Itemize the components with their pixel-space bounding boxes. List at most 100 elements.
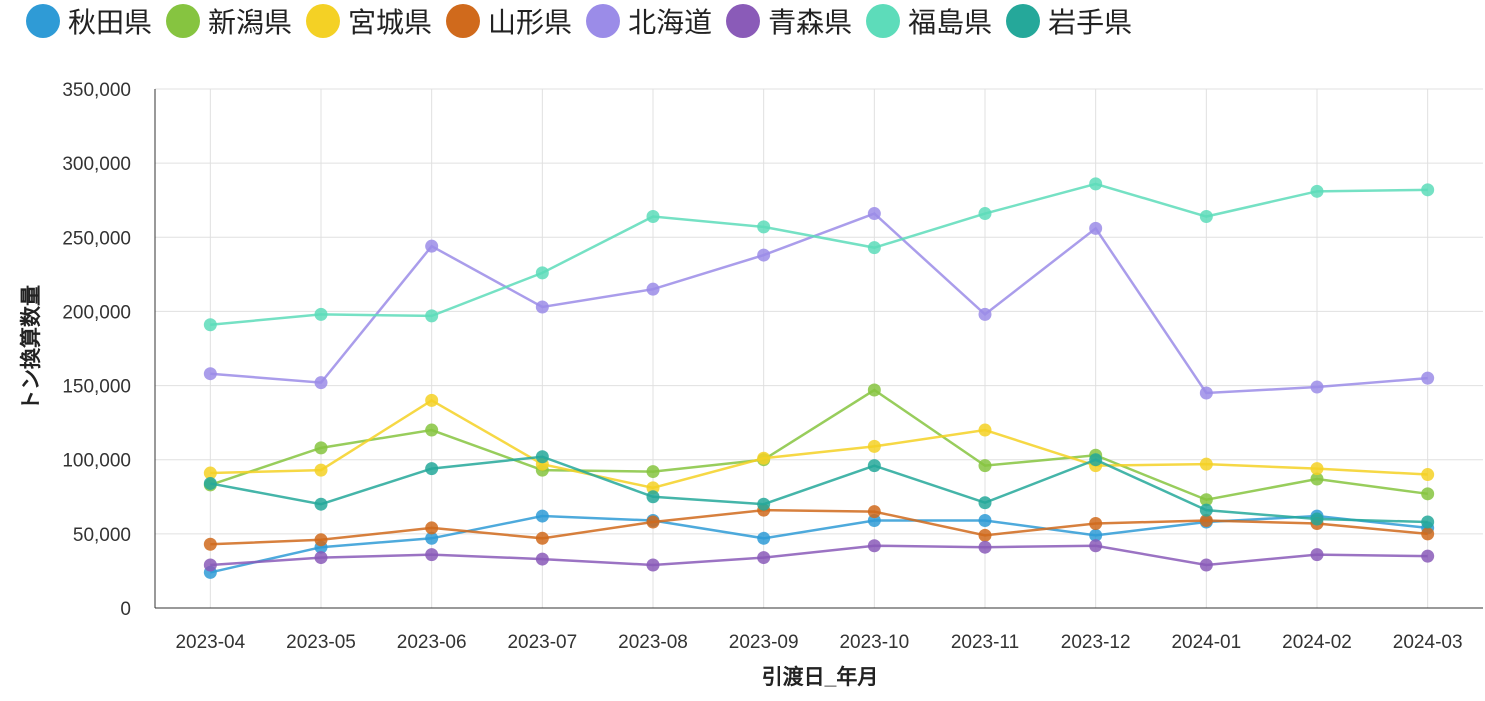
- y-tick-label: 200,000: [62, 302, 131, 323]
- data-point[interactable]: [757, 531, 771, 545]
- legend-swatch: [166, 4, 201, 38]
- data-point[interactable]: [1310, 472, 1324, 486]
- legend-label: 新潟県: [208, 6, 293, 39]
- legend-item[interactable]: 岩手県: [1006, 1, 1132, 41]
- data-point[interactable]: [1089, 453, 1103, 467]
- data-point[interactable]: [425, 423, 439, 437]
- data-point[interactable]: [1089, 516, 1103, 530]
- data-point[interactable]: [535, 531, 549, 545]
- data-point[interactable]: [867, 459, 881, 473]
- data-point[interactable]: [203, 466, 217, 480]
- data-point[interactable]: [314, 307, 328, 321]
- data-point[interactable]: [314, 376, 328, 390]
- data-point[interactable]: [757, 497, 771, 511]
- data-point[interactable]: [867, 505, 881, 519]
- data-point[interactable]: [757, 451, 771, 465]
- data-point[interactable]: [978, 540, 992, 554]
- data-point[interactable]: [1199, 558, 1213, 572]
- data-point[interactable]: [1199, 457, 1213, 471]
- data-point[interactable]: [425, 393, 439, 407]
- legend-item[interactable]: 山形県: [446, 1, 572, 41]
- data-point[interactable]: [867, 539, 881, 553]
- data-point[interactable]: [1421, 371, 1435, 385]
- data-point[interactable]: [978, 496, 992, 510]
- data-point[interactable]: [1199, 210, 1213, 224]
- data-point[interactable]: [1089, 177, 1103, 191]
- data-point[interactable]: [1310, 462, 1324, 476]
- data-point[interactable]: [646, 465, 660, 479]
- legend-item[interactable]: 福島県: [866, 1, 992, 41]
- data-point[interactable]: [646, 481, 660, 495]
- data-point[interactable]: [1199, 503, 1213, 517]
- data-point[interactable]: [314, 533, 328, 547]
- data-point[interactable]: [1310, 184, 1324, 198]
- data-point[interactable]: [1421, 549, 1435, 563]
- series-group: [203, 503, 1435, 551]
- data-point[interactable]: [757, 220, 771, 234]
- data-point[interactable]: [1310, 380, 1324, 394]
- y-tick-label: 100,000: [62, 451, 131, 472]
- x-tick-label: 2024-02: [1282, 632, 1352, 653]
- data-point[interactable]: [1089, 221, 1103, 235]
- data-point[interactable]: [867, 207, 881, 221]
- data-point[interactable]: [867, 514, 881, 528]
- data-point[interactable]: [203, 318, 217, 332]
- data-point[interactable]: [314, 463, 328, 477]
- data-point[interactable]: [1199, 514, 1213, 528]
- data-point[interactable]: [757, 248, 771, 262]
- data-point[interactable]: [1421, 487, 1435, 501]
- data-point[interactable]: [425, 521, 439, 535]
- data-point[interactable]: [425, 309, 439, 323]
- data-point[interactable]: [425, 239, 439, 253]
- data-point[interactable]: [203, 558, 217, 572]
- data-point[interactable]: [646, 515, 660, 529]
- data-point[interactable]: [425, 462, 439, 476]
- data-point[interactable]: [1421, 527, 1435, 541]
- legend-swatch: [866, 4, 901, 38]
- legend-item[interactable]: 北海道: [586, 1, 712, 41]
- legend-item[interactable]: 青森県: [726, 1, 852, 41]
- data-point[interactable]: [1199, 493, 1213, 507]
- data-point[interactable]: [314, 551, 328, 565]
- data-point[interactable]: [978, 459, 992, 473]
- data-point[interactable]: [1310, 548, 1324, 562]
- data-point[interactable]: [535, 450, 549, 464]
- data-point[interactable]: [1089, 528, 1103, 542]
- data-point[interactable]: [425, 548, 439, 562]
- legend-swatch: [726, 4, 761, 38]
- data-point[interactable]: [757, 551, 771, 565]
- legend-item[interactable]: 宮城県: [306, 1, 432, 41]
- data-point[interactable]: [1199, 386, 1213, 400]
- legend-item[interactable]: 秋田県: [26, 1, 152, 41]
- data-point[interactable]: [646, 490, 660, 504]
- data-point[interactable]: [978, 514, 992, 528]
- data-point[interactable]: [978, 528, 992, 542]
- data-point[interactable]: [535, 509, 549, 523]
- data-point[interactable]: [978, 307, 992, 321]
- data-point[interactable]: [867, 439, 881, 453]
- data-point[interactable]: [978, 207, 992, 221]
- data-point[interactable]: [203, 537, 217, 551]
- y-tick-label: 350,000: [62, 80, 131, 101]
- data-point[interactable]: [646, 558, 660, 572]
- data-point[interactable]: [314, 441, 328, 455]
- data-point[interactable]: [203, 367, 217, 381]
- data-point[interactable]: [646, 282, 660, 296]
- data-point[interactable]: [867, 241, 881, 255]
- legend-item[interactable]: 新潟県: [166, 1, 292, 41]
- data-point[interactable]: [425, 531, 439, 545]
- legend: 秋田県 新潟県 宮城県 山形県 北海道 青森県 福島県 岩手県: [26, 0, 1146, 42]
- data-point[interactable]: [646, 210, 660, 224]
- data-point[interactable]: [314, 497, 328, 511]
- data-point[interactable]: [1421, 515, 1435, 529]
- data-point[interactable]: [1310, 512, 1324, 526]
- data-point[interactable]: [867, 383, 881, 397]
- data-point[interactable]: [535, 300, 549, 314]
- data-point[interactable]: [535, 266, 549, 280]
- data-point[interactable]: [535, 552, 549, 566]
- data-point[interactable]: [1089, 539, 1103, 553]
- data-point[interactable]: [203, 476, 217, 490]
- data-point[interactable]: [1421, 468, 1435, 482]
- data-point[interactable]: [978, 423, 992, 437]
- data-point[interactable]: [1421, 183, 1435, 197]
